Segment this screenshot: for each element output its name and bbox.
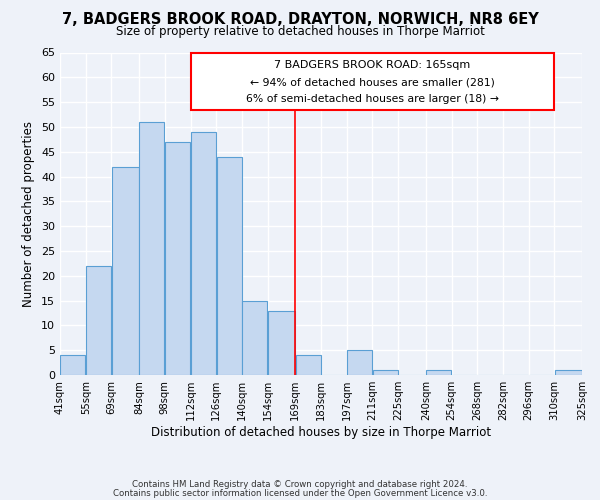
- Bar: [86, 266, 111, 375]
- Bar: [555, 370, 582, 375]
- Text: 7 BADGERS BROOK ROAD: 165sqm: 7 BADGERS BROOK ROAD: 165sqm: [274, 60, 470, 70]
- Bar: [268, 310, 295, 375]
- Text: Size of property relative to detached houses in Thorpe Marriot: Size of property relative to detached ho…: [116, 25, 484, 38]
- Bar: [296, 355, 321, 375]
- Y-axis label: Number of detached properties: Number of detached properties: [22, 120, 35, 306]
- Bar: [426, 370, 451, 375]
- Bar: [60, 355, 85, 375]
- Bar: [112, 166, 139, 375]
- Bar: [139, 122, 164, 375]
- FancyBboxPatch shape: [191, 52, 554, 110]
- Bar: [165, 142, 190, 375]
- Text: Contains HM Land Registry data © Crown copyright and database right 2024.: Contains HM Land Registry data © Crown c…: [132, 480, 468, 489]
- Bar: [347, 350, 372, 375]
- Bar: [217, 156, 242, 375]
- X-axis label: Distribution of detached houses by size in Thorpe Marriot: Distribution of detached houses by size …: [151, 426, 491, 439]
- Bar: [373, 370, 398, 375]
- Text: ← 94% of detached houses are smaller (281): ← 94% of detached houses are smaller (28…: [250, 77, 495, 87]
- Bar: [191, 132, 216, 375]
- Text: 6% of semi-detached houses are larger (18) →: 6% of semi-detached houses are larger (1…: [246, 94, 499, 104]
- Bar: [242, 300, 268, 375]
- Text: 7, BADGERS BROOK ROAD, DRAYTON, NORWICH, NR8 6EY: 7, BADGERS BROOK ROAD, DRAYTON, NORWICH,…: [62, 12, 538, 28]
- Text: Contains public sector information licensed under the Open Government Licence v3: Contains public sector information licen…: [113, 488, 487, 498]
